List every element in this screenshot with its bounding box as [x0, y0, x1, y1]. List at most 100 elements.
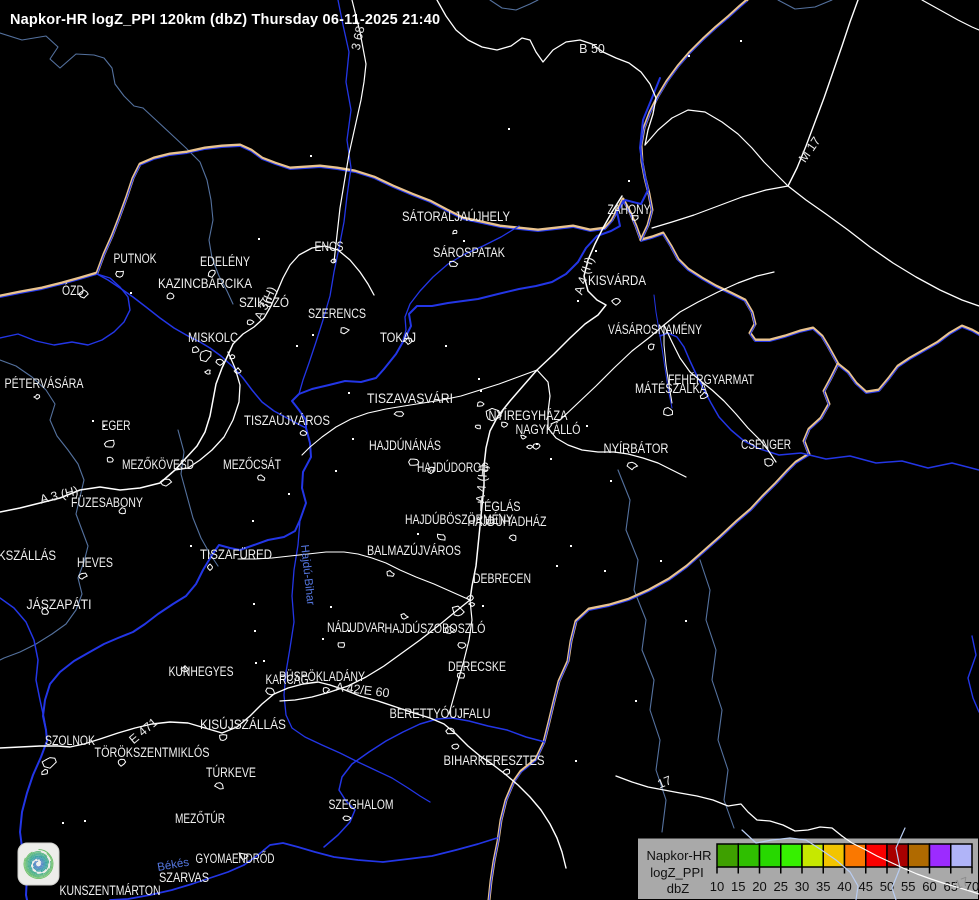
road-line [921, 0, 979, 31]
legend-product-type: logZ_PPI [650, 865, 703, 880]
city-label: HEVES [77, 555, 113, 570]
road-line [651, 185, 789, 229]
spiral-icon [29, 855, 48, 873]
spiral-icon [27, 853, 50, 875]
town-outline-shape [451, 743, 460, 750]
village-dot [254, 630, 256, 632]
town-outline-shape [444, 626, 456, 635]
town-outline-shape [78, 289, 89, 299]
county-boundary-line [489, 0, 539, 11]
city-label: KARCAG [266, 672, 309, 687]
road-line [787, 185, 979, 307]
city-label: DERECSKE [448, 659, 506, 674]
legend-tick-label: 35 [816, 879, 830, 894]
village-dot [335, 470, 337, 472]
village-dot [255, 662, 257, 664]
town-outline-shape [191, 346, 200, 354]
river-line [96, 273, 307, 429]
village-dot [92, 420, 94, 422]
legend-tick-label: 20 [752, 879, 766, 894]
town-outline-shape [342, 815, 352, 822]
town-outline-shape [508, 534, 517, 542]
border-river-line [837, 326, 979, 394]
village-dot [352, 438, 354, 440]
town-outline-shape [337, 642, 346, 648]
town-outline-shape [203, 369, 211, 375]
village-dot [577, 300, 579, 302]
radar-logo [17, 842, 60, 886]
river-line [283, 519, 431, 803]
city-label: KISVÁRDA [588, 273, 646, 288]
town-outline-shape [32, 393, 41, 400]
town-outline-shape [199, 349, 212, 363]
city-label: KSZÁLLÁS [0, 548, 56, 563]
county-line-over-legend [741, 829, 859, 900]
city-label: MISKOLC [188, 330, 238, 345]
village-dot [190, 545, 192, 547]
city-label: ENCS [315, 239, 344, 254]
country-border-line [836, 324, 979, 394]
legend-color-cell [716, 843, 739, 868]
road-label: B 50 [579, 42, 605, 56]
legend-tick-label: 10 [710, 879, 724, 894]
town-outline-shape [180, 664, 190, 673]
legend-color-cell [780, 843, 803, 868]
legend-tick-label: 60 [922, 879, 936, 894]
legend-tick-label: 40 [837, 879, 851, 894]
town-outline-shape [118, 507, 127, 515]
city-label: KAZINCBARCIKA [158, 276, 252, 291]
town-outline-shape [485, 407, 502, 422]
town-outline-shape [299, 429, 308, 436]
village-dot [322, 638, 324, 640]
village-dot [310, 155, 312, 157]
city-label: TÚRKEVE [206, 765, 256, 780]
town-outline-shape [103, 439, 115, 448]
town-outline-shape [115, 270, 124, 278]
town-outline-shape [207, 269, 216, 279]
town-outline-shape [520, 434, 528, 440]
city-label: SZARVAS [159, 870, 209, 885]
river-line [298, 0, 352, 395]
road-line [644, 109, 789, 187]
town-outline-shape [117, 758, 127, 767]
border-river-line [488, 364, 839, 900]
country-border-line [639, 0, 749, 242]
spiral-icon [32, 857, 46, 871]
village-dot [252, 520, 254, 522]
legend-color-cell [822, 843, 846, 868]
town-outline-shape [626, 461, 639, 471]
legend-color-cell [907, 843, 931, 868]
road-line [301, 369, 538, 456]
spiral-icon [28, 854, 49, 874]
river-line [109, 837, 498, 900]
county-boundary-line [617, 469, 667, 833]
legend-unit-label: dbZ [667, 881, 689, 896]
town-outline-shape [485, 519, 494, 525]
village-dot [508, 128, 510, 130]
town-outline-shape [330, 258, 337, 264]
legend-color-cell [758, 843, 782, 868]
town-outline-shape [265, 687, 276, 696]
city-label: TOKAJ [380, 330, 416, 345]
road-line [536, 369, 687, 478]
river-line [0, 273, 131, 346]
city-label: JÁSZAPÁTI [27, 597, 92, 612]
city-label: CSENGER [741, 437, 791, 452]
town-outline-shape [229, 354, 236, 360]
city-label: KUNHEGYES [169, 664, 234, 679]
road-line [615, 775, 843, 837]
town-outline-shape [386, 570, 395, 577]
city-label: TISZAVASVÁRI [367, 391, 453, 406]
city-label: KISÚJSZÁLLÁS [200, 717, 286, 732]
road-label: E 471 [126, 715, 160, 747]
road-line [663, 324, 777, 463]
spiral-icon [35, 860, 42, 868]
town-outline-shape [408, 458, 420, 466]
city-label: BALMAZÚJVÁROS [367, 543, 461, 558]
dbz-legend: Napkor-HR logZ_PPI dbZ 10 15 20 25 30 35 40 45 5… [637, 837, 979, 900]
legend-tick-label: 50 [880, 879, 894, 894]
town-outline-shape [159, 478, 173, 487]
spiral-icon [23, 849, 54, 879]
